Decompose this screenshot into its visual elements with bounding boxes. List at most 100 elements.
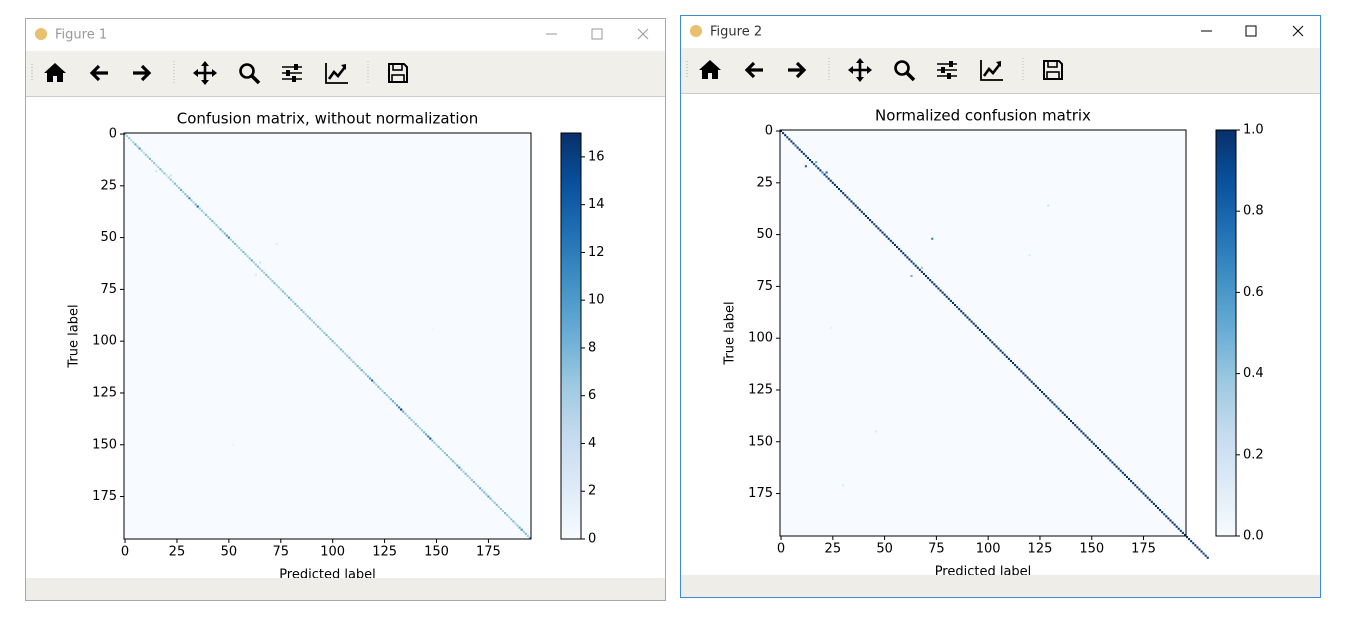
cell — [1117, 467, 1120, 470]
cell — [821, 171, 824, 174]
cell — [294, 302, 297, 305]
cell — [819, 169, 822, 172]
cell — [831, 181, 834, 184]
cell — [854, 204, 857, 207]
cell — [487, 495, 490, 498]
cell — [215, 224, 218, 227]
cell — [398, 406, 401, 409]
cell — [1198, 548, 1201, 551]
cell — [908, 258, 911, 261]
cell — [1094, 444, 1097, 447]
cell — [423, 431, 426, 434]
cell — [850, 200, 853, 203]
cell — [910, 275, 913, 278]
cell — [916, 266, 919, 269]
cell — [1130, 480, 1133, 483]
cell — [466, 474, 469, 477]
cell — [887, 237, 890, 240]
cell — [217, 226, 220, 229]
x-tick-label: 175 — [476, 545, 501, 560]
y-tick-label: 150 — [748, 434, 773, 449]
cell — [150, 159, 154, 162]
cell — [414, 423, 417, 426]
cell — [1179, 529, 1182, 532]
colorbar-tick-label: 0.2 — [1243, 447, 1264, 462]
cell — [829, 326, 832, 329]
cell — [1003, 353, 1006, 356]
cell — [167, 176, 170, 179]
cell — [1163, 513, 1166, 516]
cell — [385, 394, 388, 397]
cell — [234, 242, 237, 245]
cell — [356, 365, 359, 368]
cell — [420, 429, 424, 432]
cell — [281, 290, 284, 293]
cell — [900, 250, 903, 253]
cell — [182, 191, 185, 194]
cell — [995, 345, 998, 348]
cell — [873, 223, 876, 226]
charts: Confusion matrix, without normalization 0… — [67, 107, 1264, 583]
cell — [806, 156, 809, 159]
window-controls[interactable] — [1201, 25, 1304, 37]
cell — [1012, 362, 1015, 365]
cell — [1026, 376, 1029, 379]
cell — [474, 483, 478, 486]
cell — [202, 211, 205, 214]
cell — [317, 325, 320, 328]
cell — [267, 275, 270, 278]
cell — [1045, 395, 1048, 398]
cell — [1099, 449, 1102, 452]
cell — [1194, 544, 1197, 547]
cell — [506, 514, 509, 517]
cell — [933, 283, 936, 286]
tool-button[interactable] — [936, 60, 958, 80]
cell — [1128, 478, 1131, 481]
cell — [931, 237, 934, 240]
tool-button[interactable] — [281, 63, 303, 83]
cell — [344, 352, 347, 355]
cell — [846, 196, 849, 199]
cell — [997, 347, 1000, 350]
colorbar-tick-label: 0.8 — [1243, 204, 1264, 219]
cell — [477, 485, 480, 488]
app-icon — [690, 25, 702, 37]
cell — [227, 236, 230, 239]
cell — [391, 400, 394, 403]
cell — [211, 220, 214, 223]
cell — [333, 342, 336, 345]
cell — [1005, 355, 1008, 358]
cell — [1043, 393, 1046, 396]
cell — [889, 239, 892, 242]
cell — [1096, 446, 1099, 449]
cell — [1088, 438, 1091, 441]
cell — [1142, 492, 1145, 495]
cell — [1167, 517, 1170, 520]
x-tick-label: 25 — [169, 545, 186, 560]
cell — [144, 153, 147, 156]
window-controls[interactable] — [546, 28, 649, 40]
cell — [456, 464, 459, 467]
cell — [339, 348, 343, 351]
cell — [416, 425, 419, 428]
cell — [1115, 465, 1118, 468]
cell — [1082, 432, 1085, 435]
cell — [275, 242, 278, 245]
y-axis-label: True label — [723, 301, 738, 365]
cell — [204, 213, 208, 216]
cell — [1032, 382, 1035, 385]
cell — [1065, 415, 1068, 418]
cell — [931, 281, 934, 284]
cell — [817, 167, 820, 170]
cell — [784, 134, 787, 137]
cell — [1165, 515, 1168, 518]
cell — [462, 470, 465, 473]
cell — [275, 284, 278, 287]
cell — [1055, 405, 1058, 408]
cell — [292, 300, 295, 303]
cell — [499, 507, 502, 510]
y-tick-label: 0 — [765, 124, 773, 139]
cell — [393, 402, 397, 405]
cell — [236, 244, 239, 247]
